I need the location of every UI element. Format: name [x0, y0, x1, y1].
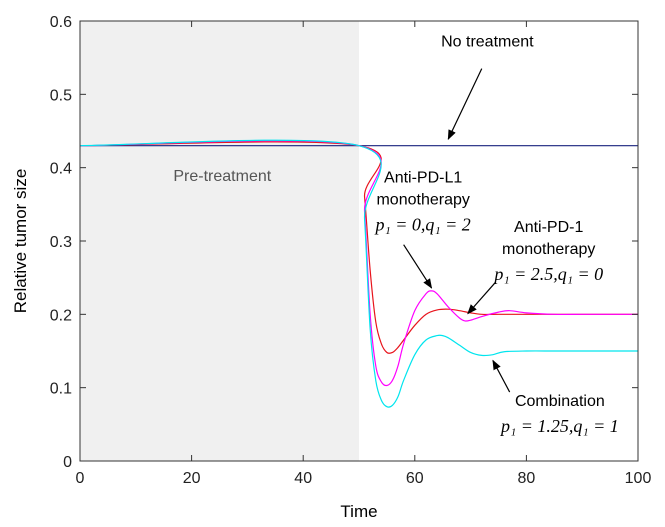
y-tick-label: 0.1 [50, 381, 72, 398]
x-tick-label: 60 [406, 470, 424, 487]
annotation-arrow [492, 359, 511, 393]
x-tick-label: 100 [625, 470, 652, 487]
x-tick-label: 40 [294, 470, 312, 487]
annotation-label: monotherapy [502, 241, 595, 258]
annotation-arrow [403, 244, 433, 289]
annotation-arrow [467, 281, 497, 315]
annotation-label: Combination [515, 393, 605, 410]
series-line-anti-pd-l1-monotherapy [79, 140, 638, 387]
annotation-label: Anti-PD-L1 [384, 169, 462, 186]
y-tick-label: 0 [63, 454, 72, 471]
y-tick-label: 0.2 [50, 307, 72, 324]
annotation-arrow [447, 68, 483, 140]
x-axis-title: Time [340, 502, 377, 521]
annotation-anti-pd-l1: Anti-PD-L1 monotherapy p₁ = 0,q₁ = 2 [374, 169, 471, 289]
annotation-no-treatment: No treatment [441, 34, 534, 140]
series-line-anti-pd-1-monotherapy [79, 141, 638, 354]
y-axis-title: Relative tumor size [11, 169, 30, 314]
x-tick-label: 0 [76, 470, 85, 487]
annotation-combination: Combination p₁ = 1.25,q₁ = 1 [492, 359, 619, 436]
annotation-formula: p₁ = 1.25,q₁ = 1 [499, 416, 619, 436]
y-tick-label: 0.4 [50, 161, 72, 178]
x-tick-label: 80 [518, 470, 536, 487]
annotation-anti-pd-1: Anti-PD-1 monotherapy p₁ = 2.5,q₁ = 0 [467, 219, 603, 315]
y-tick-label: 0.6 [50, 14, 72, 31]
annotation-label: monotherapy [376, 191, 469, 208]
annotation-label: No treatment [441, 34, 534, 51]
x-tick-label: 20 [183, 470, 201, 487]
annotation-formula: p₁ = 2.5,q₁ = 0 [492, 264, 603, 284]
pre-treatment-label: Pre-treatment [173, 168, 271, 185]
y-tick-label: 0.5 [50, 87, 72, 104]
annotation-formula: p₁ = 0,q₁ = 2 [374, 214, 471, 234]
y-tick-label: 0.3 [50, 234, 72, 251]
pre-treatment-region [80, 21, 359, 461]
series-line-combination [79, 139, 638, 408]
annotation-label: Anti-PD-1 [514, 219, 583, 236]
